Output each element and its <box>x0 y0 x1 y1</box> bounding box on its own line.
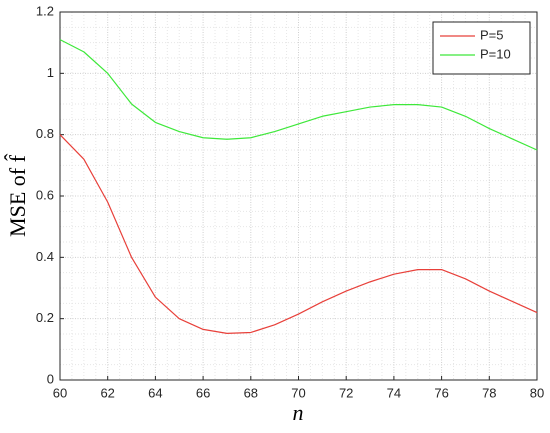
y-tick-label: 1 <box>47 65 54 80</box>
y-tick-label: 1.2 <box>36 3 54 18</box>
x-tick-label: 60 <box>53 385 67 400</box>
x-tick-label: 76 <box>434 385 448 400</box>
x-tick-label: 70 <box>291 385 305 400</box>
legend-label: P=10 <box>480 46 511 61</box>
x-tick-label: 64 <box>148 385 162 400</box>
x-tick-label: 74 <box>387 385 401 400</box>
y-tick-label: 0.8 <box>36 126 54 141</box>
x-tick-label: 62 <box>100 385 114 400</box>
legend-box <box>432 21 531 75</box>
x-tick-label: 66 <box>196 385 210 400</box>
y-tick-label: 0 <box>47 371 54 386</box>
legend: P=5 P=10 <box>432 21 531 75</box>
x-tick-label: 72 <box>339 385 353 400</box>
y-tick-label: 0.2 <box>36 310 54 325</box>
plot-frame <box>59 11 538 381</box>
y-tick-label: 0.4 <box>36 249 54 264</box>
x-tick-label: 80 <box>530 385 544 400</box>
legend-label: P=5 <box>480 27 504 42</box>
y-tick-label: 0.6 <box>36 187 54 202</box>
data-line <box>59 134 538 334</box>
x-tick-label: 68 <box>244 385 258 400</box>
y-axis-label: MSE of f̂ <box>5 153 30 237</box>
x-tick-label: 78 <box>482 385 496 400</box>
x-axis-label: n <box>293 400 304 425</box>
data-line <box>59 39 538 151</box>
